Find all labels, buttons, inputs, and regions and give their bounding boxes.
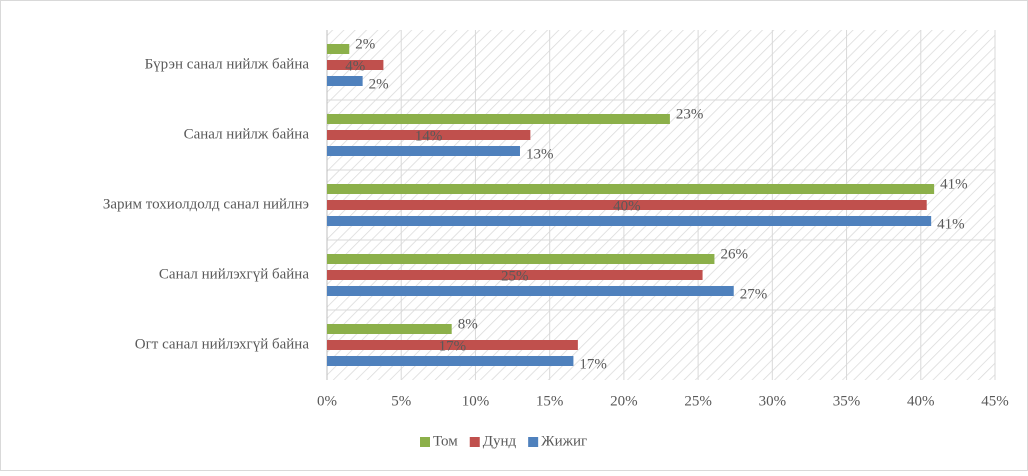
legend-swatch [469,437,480,447]
data-label: 40% [613,198,641,214]
legend-swatch [420,437,430,447]
x-tick-label: 0% [317,393,337,409]
data-label: 13% [526,146,554,162]
y-tick-label: Огт санал нийлэхгүй байна [135,336,310,352]
bar [327,76,363,86]
bar [327,184,935,194]
data-label: 17% [439,338,467,354]
data-label: 2% [355,36,375,52]
legend-label: Дунд [483,433,517,449]
bar [327,114,670,124]
data-label: 4% [345,58,365,74]
data-label: 27% [740,286,768,302]
bar [327,254,715,264]
bar [327,44,350,54]
data-label: 41% [940,176,968,192]
data-label: 17% [579,356,607,372]
y-tick-label: Санал нийлж байна [184,126,310,142]
bar [327,130,531,140]
x-tick-label: 5% [391,393,411,409]
legend-swatch [528,437,539,447]
bar [327,200,927,210]
y-tick-label: Бүрэн санал нийлж байна [145,56,310,72]
y-tick-label: Санал нийлэхгүй байна [159,266,309,282]
data-label: 25% [501,268,529,284]
x-tick-label: 45% [981,393,1009,409]
data-label: 41% [937,216,965,232]
x-tick-label: 10% [462,393,490,409]
x-tick-label: 35% [833,393,861,409]
x-tick-label: 40% [907,393,935,409]
legend-label: Том [433,433,458,449]
legend-label: Жижиг [541,433,587,449]
data-label: 14% [415,128,443,144]
data-label: 8% [458,316,478,332]
bar [327,286,734,296]
data-label: 26% [720,246,748,262]
x-tick-label: 20% [610,393,638,409]
data-label: 2% [369,76,389,92]
bar [327,324,452,334]
bar [327,146,520,156]
bar [327,356,574,366]
bar [327,340,578,350]
x-tick-label: 30% [759,393,787,409]
bar [327,60,384,70]
data-label: 23% [676,106,704,122]
bar [327,270,703,280]
bar [327,216,932,226]
y-tick-label: Зарим тохиолдолд санал нийлнэ [103,196,309,212]
x-tick-label: 25% [684,393,712,409]
x-tick-label: 15% [536,393,564,409]
